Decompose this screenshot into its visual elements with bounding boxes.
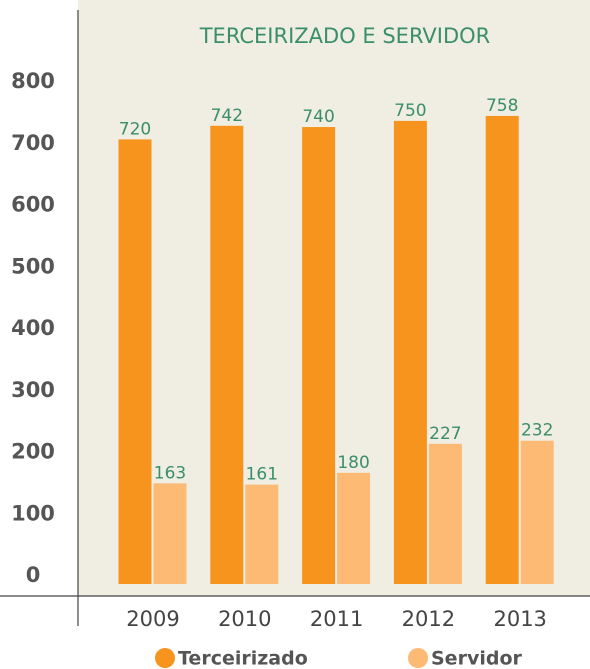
x-tick-label: 2013 bbox=[493, 607, 546, 631]
y-tick-label: 300 bbox=[11, 378, 55, 402]
bar bbox=[485, 115, 519, 584]
y-tick-label: 0 bbox=[26, 563, 41, 587]
value-label: 163 bbox=[154, 463, 186, 483]
x-tick-label: 2010 bbox=[218, 607, 271, 631]
x-tick-label: 2011 bbox=[310, 607, 363, 631]
value-label: 750 bbox=[394, 101, 426, 121]
value-label: 232 bbox=[521, 421, 553, 441]
value-label: 227 bbox=[429, 424, 461, 444]
bar bbox=[393, 120, 427, 584]
bar bbox=[210, 125, 244, 584]
value-label: 161 bbox=[246, 465, 278, 485]
value-label: 740 bbox=[302, 107, 334, 127]
y-tick-label: 400 bbox=[11, 316, 55, 340]
x-tick-label: 2012 bbox=[402, 607, 455, 631]
value-label: 758 bbox=[486, 96, 518, 116]
bar bbox=[245, 484, 279, 584]
chart-title: TERCEIRIZADO E SERVIDOR bbox=[199, 24, 491, 48]
bar bbox=[428, 443, 462, 584]
bar bbox=[153, 483, 187, 584]
y-tick-label: 600 bbox=[11, 193, 55, 217]
y-tick-label: 800 bbox=[11, 69, 55, 93]
legend-swatch bbox=[408, 648, 428, 668]
bar bbox=[337, 472, 371, 584]
y-tick-label: 100 bbox=[11, 501, 55, 525]
bar bbox=[302, 127, 336, 585]
y-tick-label: 700 bbox=[11, 131, 55, 155]
y-tick-label: 500 bbox=[11, 254, 55, 278]
legend-swatch bbox=[155, 648, 175, 668]
value-label: 742 bbox=[211, 106, 243, 126]
value-label: 180 bbox=[337, 453, 369, 473]
bar bbox=[520, 440, 554, 584]
legend-label: Terceirizado bbox=[178, 648, 308, 669]
bar bbox=[118, 139, 152, 584]
legend-label: Servidor bbox=[431, 648, 522, 669]
y-tick-label: 200 bbox=[11, 440, 55, 464]
x-tick-label: 2009 bbox=[126, 607, 179, 631]
value-label: 720 bbox=[119, 119, 151, 139]
